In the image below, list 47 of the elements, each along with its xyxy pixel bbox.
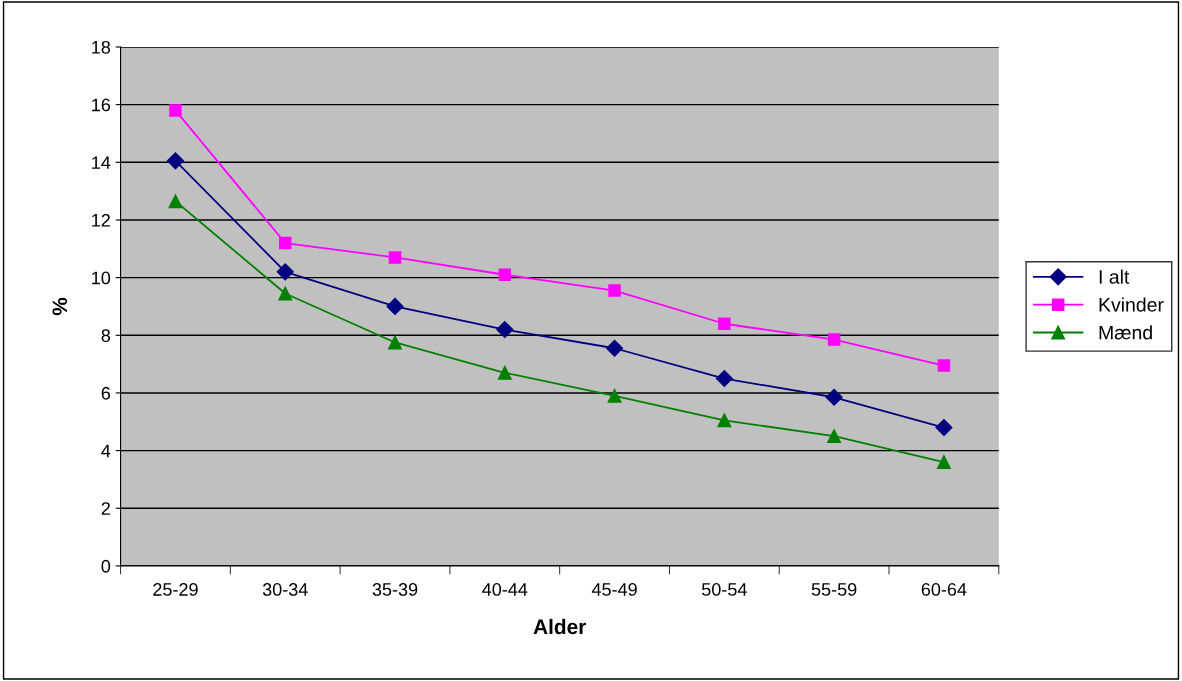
point (388, 251, 402, 264)
legend-label: I alt (1099, 269, 1130, 284)
x-tick-label: 60-64 (921, 583, 967, 596)
x-tick-label: 55-59 (811, 583, 857, 596)
point (715, 369, 733, 388)
point (936, 455, 951, 470)
y-tick-label: 16 (92, 98, 111, 112)
point (827, 429, 842, 444)
point (278, 236, 292, 250)
point (498, 268, 512, 281)
point (169, 104, 182, 117)
point (276, 263, 294, 281)
y-tick-label: 8 (101, 329, 111, 342)
point (825, 388, 843, 406)
y-tick-label: 12 (92, 213, 110, 227)
x-tick-label: 25-29 (153, 583, 198, 596)
x-tick-label: 40-44 (482, 583, 528, 596)
point (166, 152, 185, 170)
point (168, 194, 183, 209)
x-tick-label: 50-54 (701, 583, 747, 596)
x-tick-label: 35-39 (372, 583, 418, 596)
point (497, 365, 512, 380)
y-tick-label: 10 (92, 271, 111, 285)
point (935, 418, 953, 437)
x-axis-title: Alder (533, 618, 586, 635)
x-tick-label: 30-34 (262, 583, 308, 596)
point (937, 359, 951, 372)
legend-label: Kvinder (1099, 297, 1164, 312)
legend-label: Mænd (1099, 325, 1152, 340)
point (608, 284, 621, 297)
point (607, 388, 622, 403)
point (718, 317, 731, 330)
y-tick-label: 2 (101, 502, 110, 515)
y-axis-title: % (52, 297, 68, 316)
y-tick-label: 6 (101, 386, 111, 400)
point (278, 286, 293, 301)
x-tick-label: 45-49 (591, 583, 637, 596)
point (827, 333, 841, 346)
point (496, 320, 514, 339)
y-tick-label: 4 (101, 444, 111, 458)
y-tick-label: 14 (92, 156, 111, 169)
point (606, 339, 624, 357)
y-tick-label: 0 (101, 559, 111, 573)
point (717, 413, 732, 428)
point (388, 335, 402, 350)
y-tick-label: 18 (92, 40, 111, 54)
point (386, 297, 404, 316)
